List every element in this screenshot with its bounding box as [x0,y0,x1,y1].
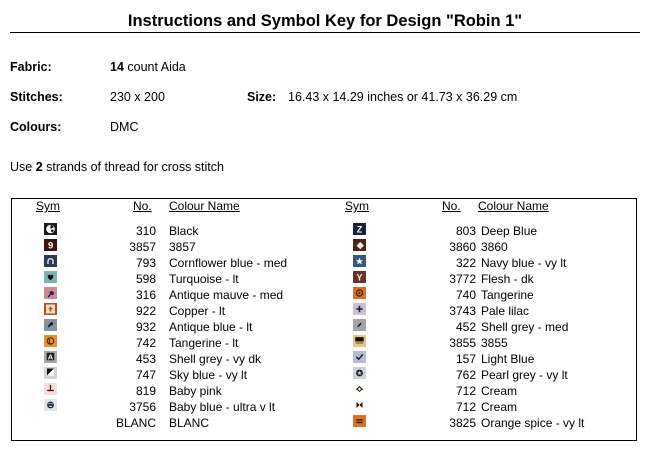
svg-text:Z: Z [357,224,363,234]
svg-text:9: 9 [48,240,53,250]
svg-text:Y: Y [356,272,362,282]
svg-text:A: A [48,352,54,361]
svg-text:L: L [48,337,53,346]
